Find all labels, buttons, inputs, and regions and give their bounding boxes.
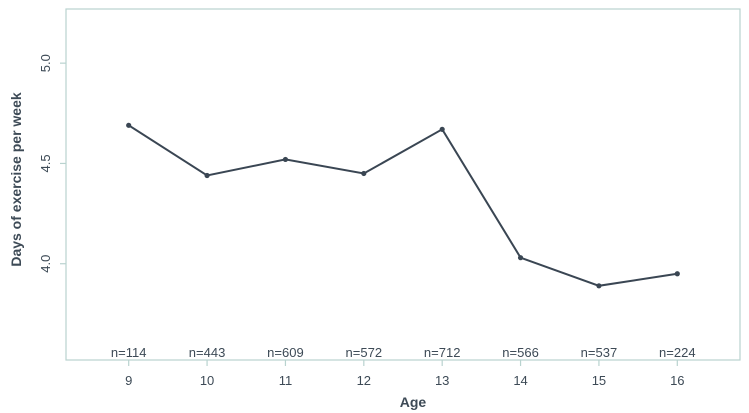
sample-size-label: n=572 xyxy=(346,345,383,360)
plot-frame xyxy=(65,8,741,361)
x-tick-label: 11 xyxy=(279,373,293,388)
x-tick-label: 16 xyxy=(670,373,684,388)
sample-size-label: n=114 xyxy=(111,345,147,360)
data-point xyxy=(674,271,680,277)
x-tick-label: 13 xyxy=(435,373,449,388)
data-point xyxy=(282,156,289,163)
data-point xyxy=(204,172,210,179)
data-point xyxy=(596,283,602,289)
x-tick-label: 12 xyxy=(357,373,371,388)
sample-size-label: n=609 xyxy=(267,345,304,360)
sample-size-label: n=443 xyxy=(189,345,226,360)
series-line xyxy=(128,124,678,287)
sample-size-label: n=566 xyxy=(502,345,539,360)
sample-size-label: n=224 xyxy=(659,345,696,360)
y-tick-label: 5.0 xyxy=(38,54,53,72)
y-axis: 4.0 4.5 5.0 xyxy=(38,54,66,273)
data-points xyxy=(126,122,680,289)
y-axis-title: Days of exercise per week xyxy=(8,92,24,267)
data-point xyxy=(126,122,132,128)
y-tick-label: 4.0 xyxy=(38,255,53,273)
sample-size-label: n=537 xyxy=(581,345,618,360)
x-tick-label: 9 xyxy=(125,373,132,388)
data-point xyxy=(517,255,524,261)
sample-size-label: n=712 xyxy=(424,345,461,360)
x-tick-label: 15 xyxy=(592,373,606,388)
x-tick-label: 14 xyxy=(513,373,527,388)
data-point xyxy=(439,126,445,132)
sample-size-labels: n=114 n=443 n=609 n=572 n=712 n=566 n=537 n=224 xyxy=(111,345,696,360)
x-axis-title: Age xyxy=(400,394,427,410)
x-tick-label: 10 xyxy=(200,373,214,388)
x-axis: 9 10 11 12 13 14 15 16 xyxy=(125,360,685,388)
data-point xyxy=(361,170,367,177)
y-tick-label: 4.5 xyxy=(38,154,53,172)
